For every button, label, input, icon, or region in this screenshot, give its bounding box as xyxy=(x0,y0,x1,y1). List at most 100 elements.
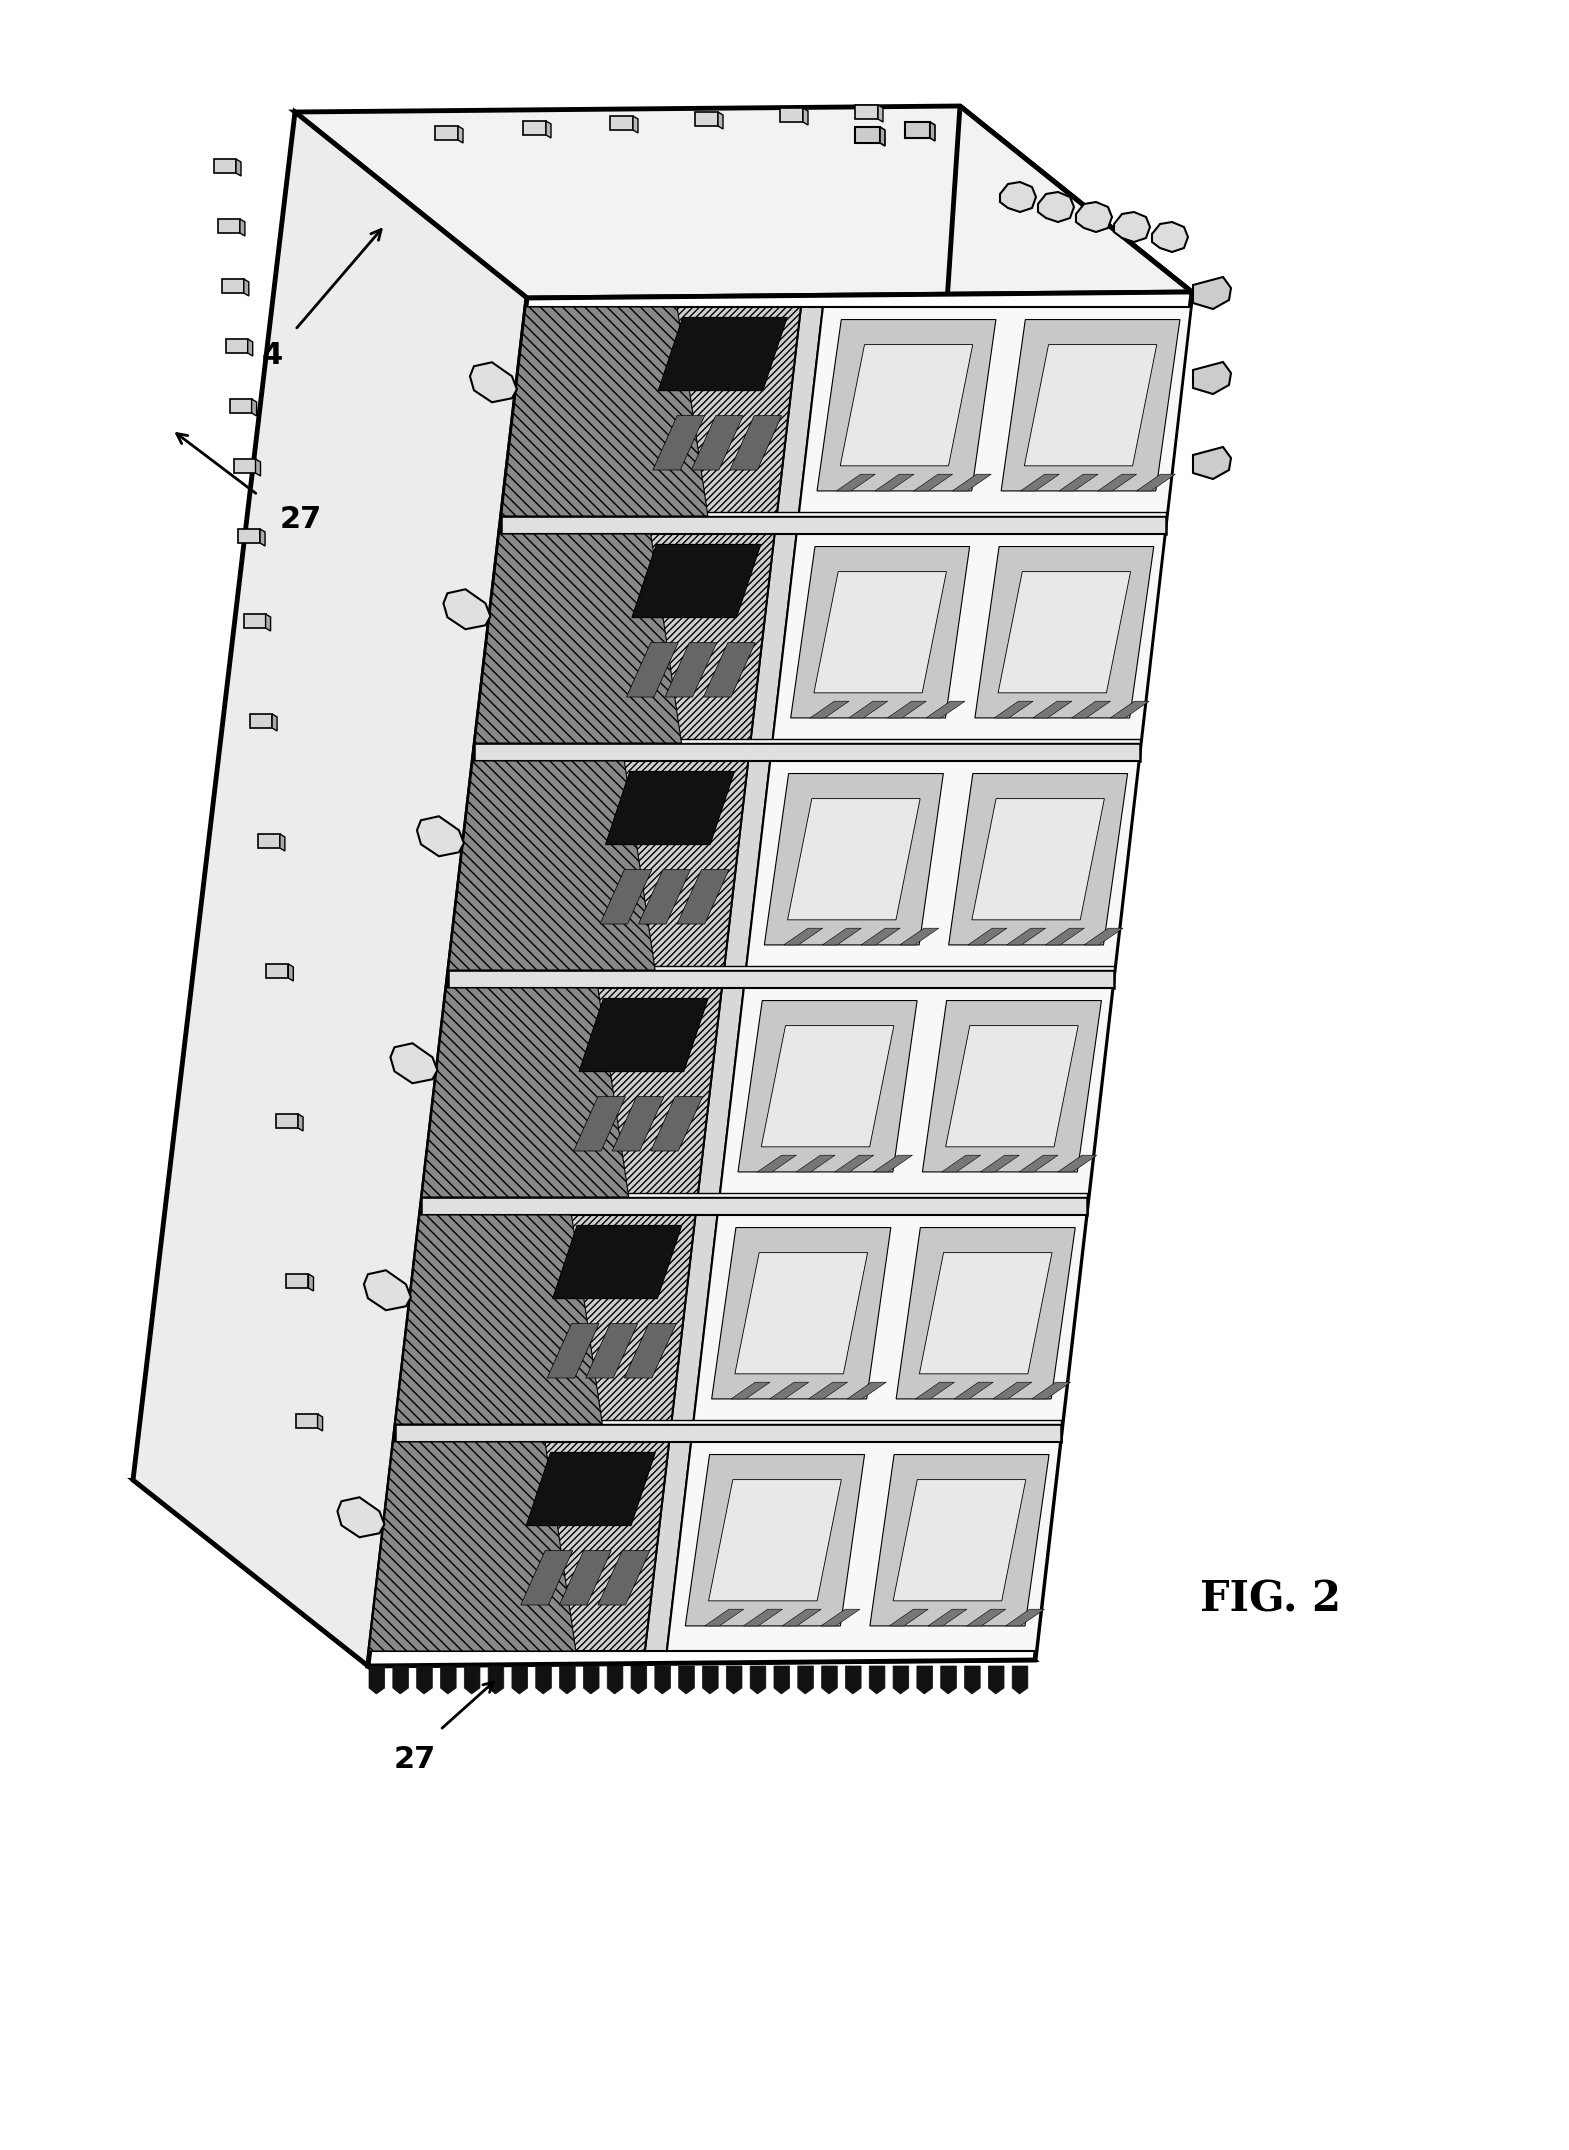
Polygon shape xyxy=(298,1114,303,1131)
Polygon shape xyxy=(464,1666,480,1694)
Polygon shape xyxy=(392,1666,408,1694)
Polygon shape xyxy=(1045,929,1084,944)
Polygon shape xyxy=(607,1666,623,1694)
Polygon shape xyxy=(420,1198,1087,1215)
Polygon shape xyxy=(369,1443,576,1651)
Polygon shape xyxy=(731,1382,770,1400)
Polygon shape xyxy=(584,1666,599,1694)
Polygon shape xyxy=(967,1608,1006,1625)
Polygon shape xyxy=(949,774,1128,944)
Polygon shape xyxy=(475,533,681,744)
Polygon shape xyxy=(1025,344,1156,467)
Polygon shape xyxy=(265,615,270,630)
Polygon shape xyxy=(791,546,970,718)
Polygon shape xyxy=(927,1608,967,1625)
Polygon shape xyxy=(1114,213,1150,243)
Polygon shape xyxy=(861,929,901,944)
Polygon shape xyxy=(501,516,1166,533)
Polygon shape xyxy=(750,1666,766,1694)
Polygon shape xyxy=(998,572,1131,692)
Polygon shape xyxy=(835,1155,874,1172)
Polygon shape xyxy=(723,761,770,970)
Polygon shape xyxy=(869,1456,1050,1625)
Polygon shape xyxy=(1098,475,1136,490)
Polygon shape xyxy=(777,307,822,516)
Polygon shape xyxy=(719,112,723,129)
Polygon shape xyxy=(692,415,744,471)
Polygon shape xyxy=(1152,221,1188,252)
Polygon shape xyxy=(257,834,279,847)
Polygon shape xyxy=(1039,191,1075,221)
Polygon shape xyxy=(235,159,242,176)
Polygon shape xyxy=(471,361,516,402)
Polygon shape xyxy=(869,1666,885,1694)
Polygon shape xyxy=(874,1155,913,1172)
Polygon shape xyxy=(995,701,1032,718)
Polygon shape xyxy=(774,1666,789,1694)
Polygon shape xyxy=(624,1324,676,1378)
Polygon shape xyxy=(916,1382,954,1400)
Polygon shape xyxy=(651,1096,703,1150)
Polygon shape xyxy=(1006,1608,1045,1625)
Polygon shape xyxy=(659,318,788,391)
Polygon shape xyxy=(1111,701,1149,718)
Polygon shape xyxy=(133,112,527,1666)
Polygon shape xyxy=(289,963,293,980)
Polygon shape xyxy=(1076,202,1112,232)
Polygon shape xyxy=(256,458,260,475)
Polygon shape xyxy=(1020,475,1059,490)
Polygon shape xyxy=(817,320,996,490)
Polygon shape xyxy=(599,871,651,924)
Polygon shape xyxy=(1084,929,1123,944)
Polygon shape xyxy=(772,533,1164,744)
Polygon shape xyxy=(750,533,797,744)
Polygon shape xyxy=(993,1382,1032,1400)
Polygon shape xyxy=(639,871,690,924)
Polygon shape xyxy=(249,714,271,729)
Polygon shape xyxy=(770,1382,808,1400)
Polygon shape xyxy=(133,1477,1036,1666)
Polygon shape xyxy=(475,533,775,744)
Polygon shape xyxy=(730,415,781,471)
Polygon shape xyxy=(709,1479,841,1602)
Polygon shape xyxy=(474,744,1139,761)
Polygon shape xyxy=(579,998,708,1071)
Polygon shape xyxy=(632,116,639,133)
Text: 4: 4 xyxy=(262,340,282,370)
Polygon shape xyxy=(1020,1155,1058,1172)
Polygon shape xyxy=(243,280,249,297)
Polygon shape xyxy=(295,1415,317,1428)
Polygon shape xyxy=(1136,475,1175,490)
Polygon shape xyxy=(1032,1382,1070,1400)
Polygon shape xyxy=(836,475,876,490)
Polygon shape xyxy=(795,1155,835,1172)
Polygon shape xyxy=(447,970,1114,989)
Polygon shape xyxy=(695,112,719,127)
Polygon shape xyxy=(501,512,1166,516)
Polygon shape xyxy=(364,1271,411,1309)
Polygon shape xyxy=(686,1456,865,1625)
Polygon shape xyxy=(693,1215,1086,1423)
Polygon shape xyxy=(919,1253,1051,1374)
Polygon shape xyxy=(1007,929,1045,944)
Polygon shape xyxy=(665,643,717,697)
Polygon shape xyxy=(449,761,748,970)
Polygon shape xyxy=(585,1324,637,1378)
Text: 27: 27 xyxy=(279,505,322,535)
Polygon shape xyxy=(988,1666,1004,1694)
Polygon shape xyxy=(260,529,265,546)
Polygon shape xyxy=(1072,701,1111,718)
Polygon shape xyxy=(667,1443,1061,1651)
Polygon shape xyxy=(369,1443,668,1651)
Polygon shape xyxy=(893,1479,1026,1602)
Polygon shape xyxy=(526,1453,656,1526)
Polygon shape xyxy=(1032,701,1072,718)
Polygon shape xyxy=(267,963,289,978)
Polygon shape xyxy=(394,1419,1061,1423)
Polygon shape xyxy=(880,127,885,146)
Polygon shape xyxy=(631,1666,646,1694)
Polygon shape xyxy=(474,740,1139,744)
Polygon shape xyxy=(814,572,946,692)
Polygon shape xyxy=(1192,361,1232,393)
Polygon shape xyxy=(783,1608,821,1625)
